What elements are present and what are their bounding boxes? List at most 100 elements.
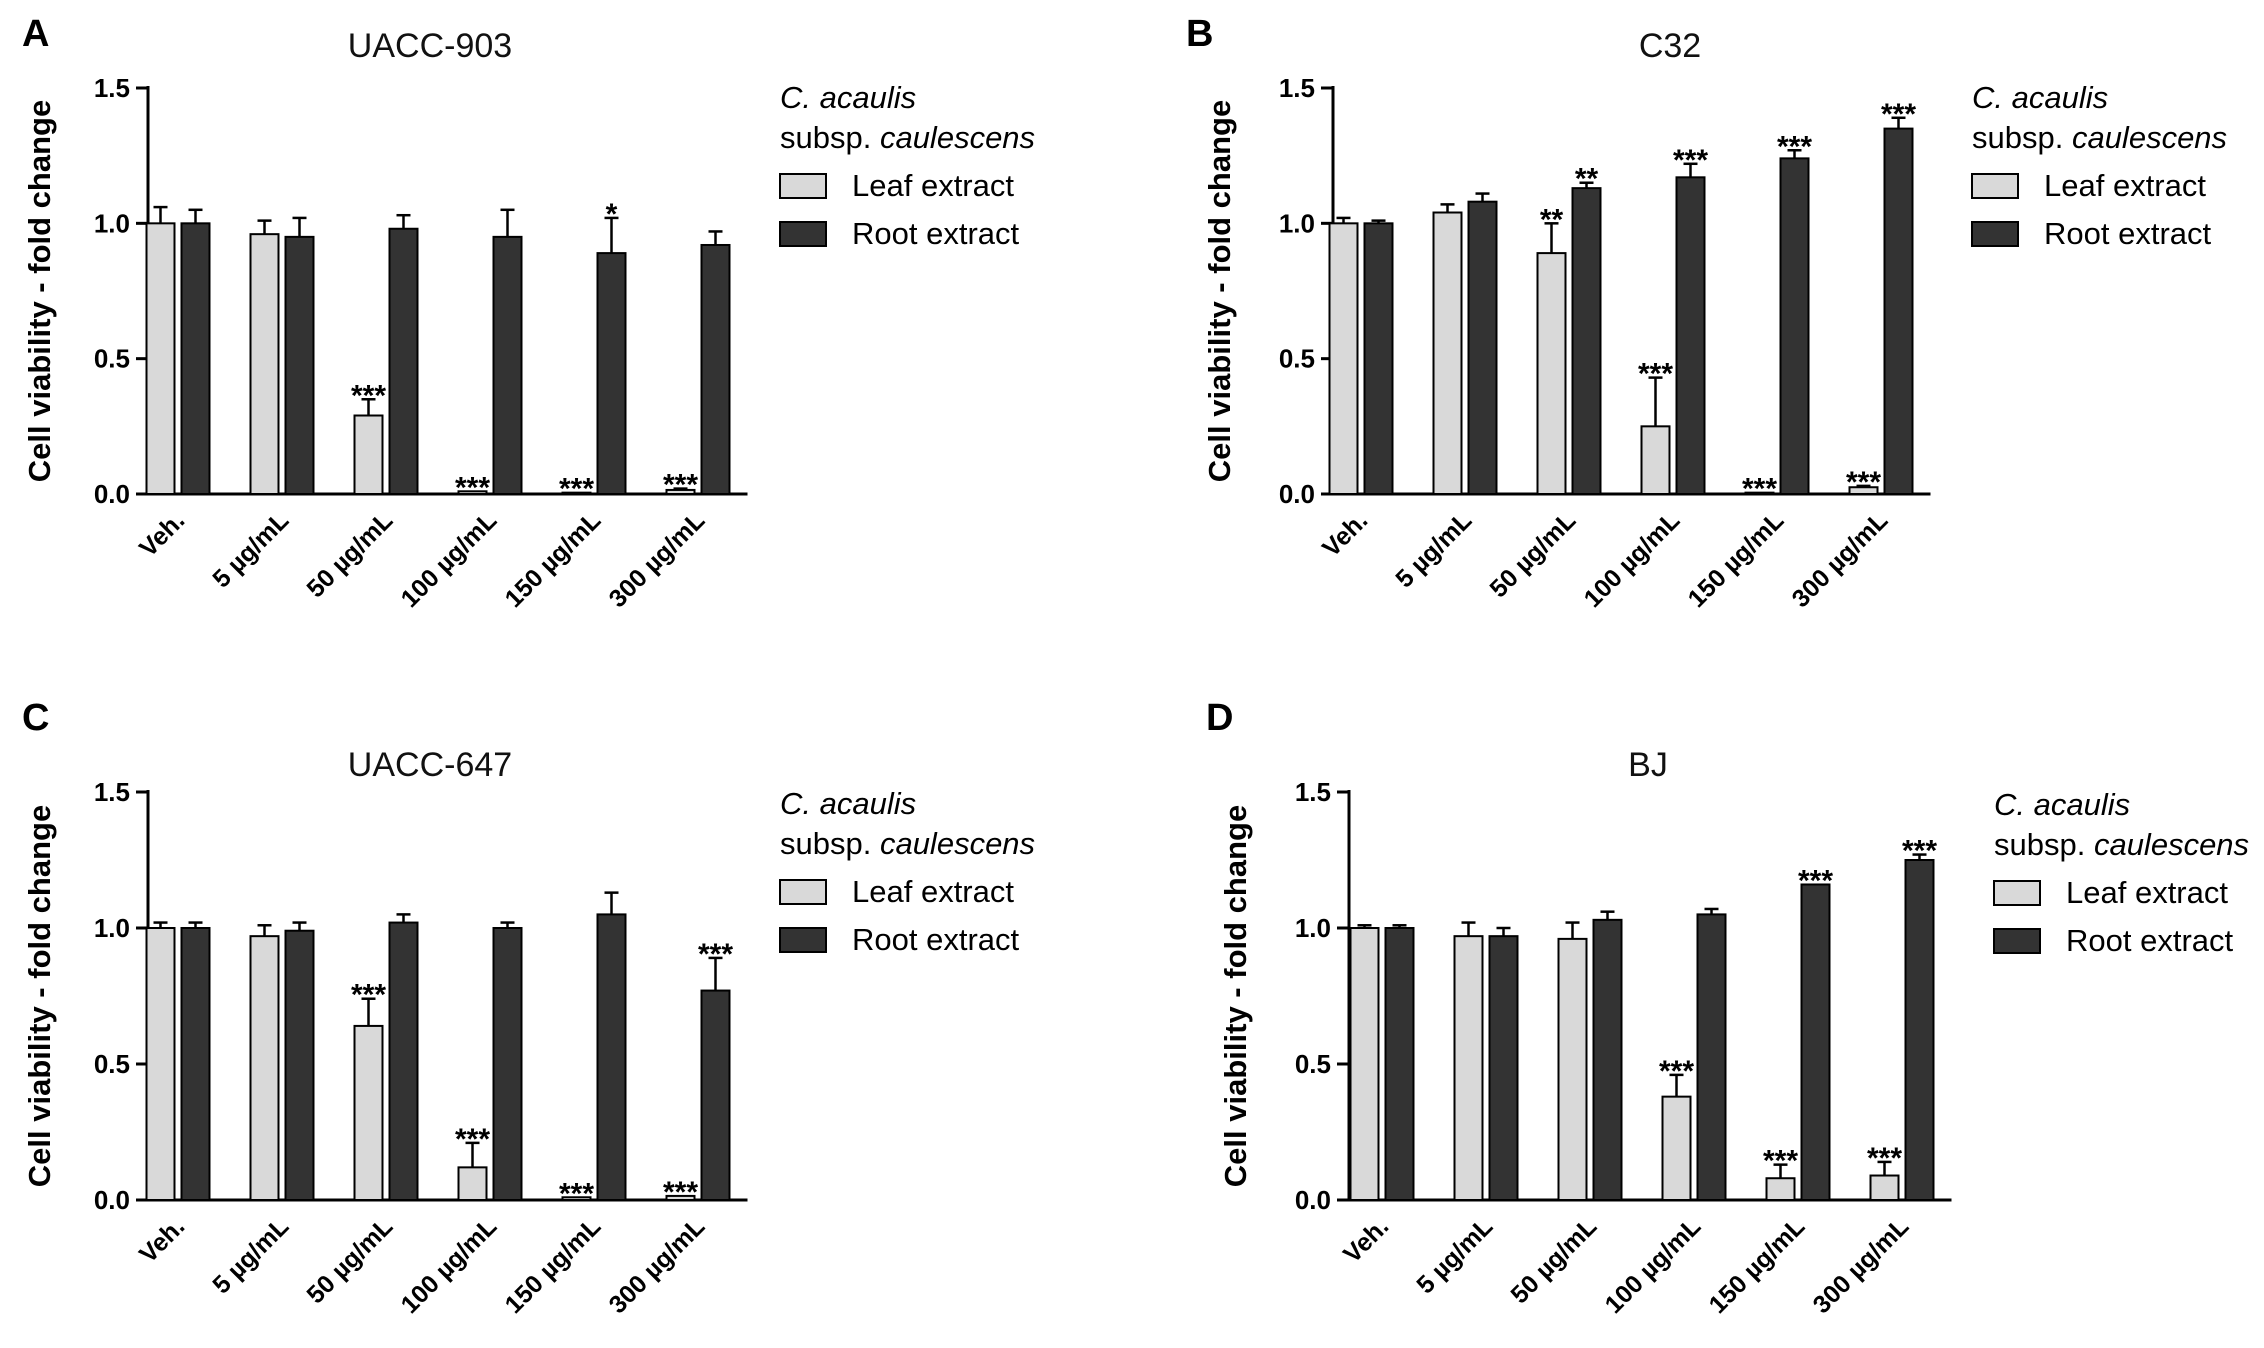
panel-b: B C32 Cell viability - fold change 0.0 0.5 1.… bbox=[1186, 13, 2227, 613]
leaf-bar bbox=[561, 491, 592, 496]
x-tick-label: 5 µg/mL bbox=[207, 506, 294, 593]
significance-label: *** bbox=[1763, 1145, 1798, 1178]
x-tick-label: Veh. bbox=[1317, 506, 1373, 562]
legend-swatch-root bbox=[1993, 928, 2041, 954]
significance-label: *** bbox=[1867, 1142, 1902, 1175]
y-axis-label: Cell viability - fold change bbox=[22, 805, 57, 1187]
legend: C. acaulis subsp. caulescens Leaf extract R… bbox=[1993, 787, 2249, 958]
y-tick-label: 1.5 bbox=[94, 73, 130, 103]
leaf-bar bbox=[1661, 1095, 1692, 1202]
x-tick-label: 150 µg/mL bbox=[1704, 1212, 1811, 1319]
chart-title: UACC-647 bbox=[348, 746, 512, 784]
x-tick-label: 150 µg/mL bbox=[500, 1212, 607, 1319]
y-tick-label: 0.5 bbox=[1295, 1049, 1331, 1079]
legend-label-leaf: Leaf extract bbox=[852, 874, 1014, 909]
legend-subtitle-italic: caulescens bbox=[2072, 120, 2227, 155]
legend-subtitle: subsp. caulescens bbox=[1972, 120, 2227, 155]
y-tick-label: 0.0 bbox=[1279, 479, 1315, 509]
leaf-bar bbox=[1765, 1177, 1796, 1201]
chart-title: C32 bbox=[1639, 27, 1701, 65]
leaf-bar bbox=[353, 414, 384, 495]
significance-label: *** bbox=[1638, 358, 1673, 391]
y-tick-label: 1.5 bbox=[1295, 777, 1331, 807]
y-tick-label: 0.0 bbox=[94, 479, 130, 509]
significance-label: *** bbox=[1798, 864, 1833, 897]
y-tick-label: 0.0 bbox=[94, 1185, 130, 1215]
legend-subtitle-prefix: subsp. bbox=[780, 826, 880, 861]
x-tick-label: 5 µg/mL bbox=[207, 1212, 294, 1299]
root-bar bbox=[388, 227, 419, 495]
leaf-bar bbox=[1557, 937, 1588, 1201]
root-bar bbox=[1571, 187, 1602, 495]
significance-label: * bbox=[606, 198, 618, 231]
significance-label: *** bbox=[1659, 1055, 1694, 1088]
root-bar bbox=[1800, 883, 1831, 1201]
legend-title: C. acaulis bbox=[1972, 80, 2108, 115]
leaf-bar bbox=[1640, 425, 1671, 496]
significance-label: *** bbox=[351, 979, 386, 1012]
significance-label: *** bbox=[559, 1177, 594, 1210]
x-tick-label: 300 µg/mL bbox=[1787, 506, 1894, 613]
y-tick-label: 0.0 bbox=[1295, 1185, 1331, 1215]
x-tick-label: Veh. bbox=[1338, 1212, 1394, 1268]
leaf-bar bbox=[1349, 927, 1380, 1201]
x-tick-label: 100 µg/mL bbox=[396, 1212, 503, 1319]
root-bar bbox=[1488, 935, 1519, 1201]
legend-swatch-leaf bbox=[1993, 880, 2041, 906]
x-tick-label: 5 µg/mL bbox=[1390, 506, 1477, 593]
panel-letter: C bbox=[22, 697, 49, 739]
root-bar bbox=[1592, 918, 1623, 1202]
root-bar bbox=[1779, 157, 1810, 496]
y-tick-label: 0.5 bbox=[1279, 344, 1315, 374]
significance-label: *** bbox=[1881, 98, 1916, 131]
legend-subtitle-italic: caulescens bbox=[880, 120, 1035, 155]
legend: C. acaulis subsp. caulescens Leaf extract R… bbox=[779, 786, 1035, 957]
y-tick-label: 1.0 bbox=[1279, 208, 1315, 238]
x-tick-label: 100 µg/mL bbox=[1600, 1212, 1707, 1319]
significance-label: *** bbox=[559, 473, 594, 506]
leaf-bar bbox=[1453, 935, 1484, 1201]
y-axis-label: Cell viability - fold change bbox=[22, 100, 57, 482]
legend-title: C. acaulis bbox=[780, 786, 916, 821]
root-bar bbox=[700, 989, 731, 1201]
legend-swatch-leaf bbox=[779, 879, 827, 905]
legend-swatch-leaf bbox=[779, 173, 827, 199]
legend: C. acaulis subsp. caulescens Leaf extract R… bbox=[1971, 80, 2227, 251]
x-tick-label: 300 µg/mL bbox=[1808, 1212, 1915, 1319]
x-tick-label: 50 µg/mL bbox=[301, 506, 398, 603]
significance-label: *** bbox=[1673, 144, 1708, 177]
panel-c: C UACC-647 Cell viability - fold change 0.0… bbox=[22, 697, 1035, 1319]
y-tick-label: 0.5 bbox=[94, 344, 130, 374]
x-tick-label: 300 µg/mL bbox=[604, 1212, 711, 1319]
root-bar bbox=[596, 913, 627, 1202]
legend-label-root: Root extract bbox=[852, 216, 1020, 251]
leaf-bar bbox=[145, 222, 176, 495]
legend-label-leaf: Leaf extract bbox=[852, 168, 1014, 203]
significance-label: *** bbox=[1777, 130, 1812, 163]
leaf-bar bbox=[561, 1196, 592, 1202]
leaf-bar bbox=[1432, 211, 1463, 496]
legend-swatch-root bbox=[779, 927, 827, 953]
leaf-bar bbox=[1328, 222, 1359, 495]
significance-label: *** bbox=[663, 469, 698, 502]
legend-label-root: Root extract bbox=[2044, 216, 2212, 251]
legend-subtitle: subsp. caulescens bbox=[1994, 827, 2249, 862]
y-tick-label: 1.0 bbox=[94, 913, 130, 943]
root-bar bbox=[180, 927, 211, 1201]
leaf-bar bbox=[665, 1194, 696, 1202]
significance-label: *** bbox=[351, 379, 386, 412]
leaf-bar bbox=[1744, 491, 1775, 496]
leaf-bar bbox=[145, 927, 176, 1201]
significance-label: ** bbox=[1540, 203, 1564, 236]
significance-label: *** bbox=[1846, 466, 1881, 499]
root-bar bbox=[284, 929, 315, 1201]
leaf-bar bbox=[249, 233, 280, 495]
legend-swatch-root bbox=[1971, 221, 2019, 247]
x-tick-label: 50 µg/mL bbox=[1505, 1212, 1602, 1309]
root-bar bbox=[492, 235, 523, 495]
significance-label: *** bbox=[663, 1176, 698, 1209]
x-tick-label: Veh. bbox=[134, 506, 190, 562]
legend-subtitle-italic: caulescens bbox=[880, 826, 1035, 861]
root-bar bbox=[180, 222, 211, 495]
